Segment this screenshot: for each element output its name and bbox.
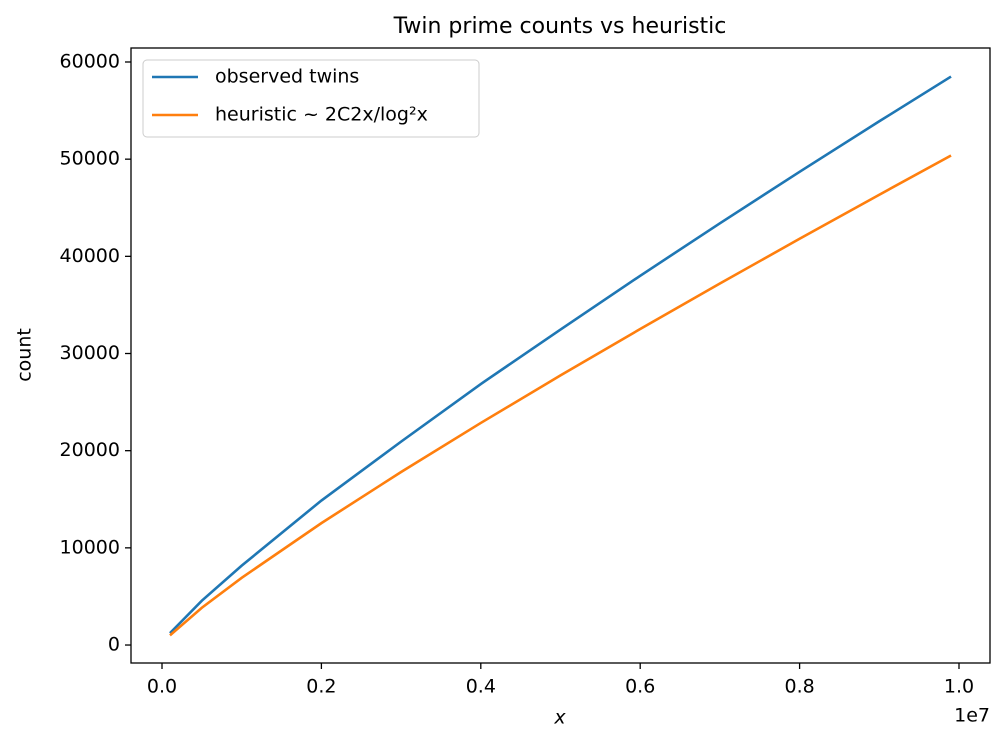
x-tick-label: 0.0: [147, 676, 177, 698]
x-tick-label: 0.6: [625, 676, 655, 698]
x-tick-label: 0.4: [466, 676, 496, 698]
y-axis-label: count: [14, 328, 36, 382]
y-tick-label: 20000: [60, 439, 120, 461]
x-axis-label: x: [553, 707, 566, 729]
legend-label: observed twins: [215, 66, 359, 88]
x-tick-label: 0.2: [306, 676, 336, 698]
x-offset-label: 1e7: [954, 705, 990, 727]
x-tick-label: 1.0: [944, 676, 974, 698]
y-tick-label: 30000: [60, 342, 120, 364]
series-line: [169, 75, 952, 635]
series-line: [169, 154, 952, 637]
y-tick-label: 0: [108, 634, 120, 656]
chart-title: Twin prime counts vs heuristic: [393, 14, 727, 39]
y-tick-label: 50000: [60, 148, 120, 170]
legend-label: heuristic ~ 2C2x/log²x: [215, 104, 428, 126]
y-tick-label: 10000: [60, 536, 120, 558]
legend-box: [142, 59, 480, 138]
x-tick-label: 0.8: [784, 676, 814, 698]
plot-frame: [130, 47, 991, 664]
y-tick-label: 40000: [60, 245, 120, 267]
y-tick-label: 60000: [60, 50, 120, 72]
